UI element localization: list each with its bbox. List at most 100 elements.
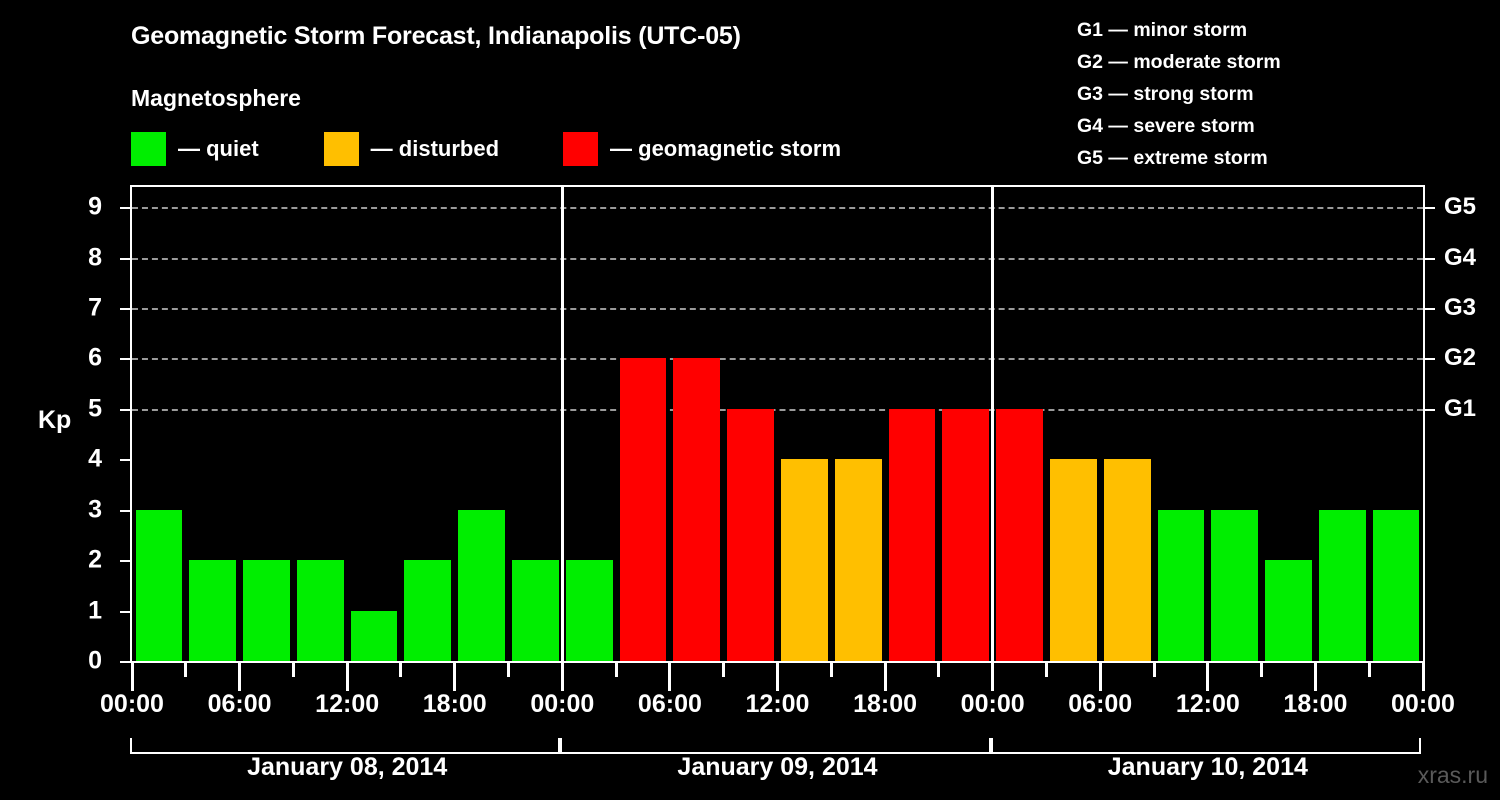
x-tick-label-11: 18:00 [1283, 690, 1348, 718]
quiet-swatch-icon [131, 132, 166, 166]
y-tick-label-3: 3 [88, 495, 102, 524]
g-tick-label-G5: G5 [1444, 193, 1477, 221]
x-tick-9 [614, 663, 618, 677]
x-tick-label-1: 06:00 [207, 690, 272, 718]
x-tick-label-3: 18:00 [422, 690, 487, 718]
x-tick-2 [238, 663, 242, 691]
x-tick-16 [991, 663, 995, 691]
x-tick-23 [1367, 663, 1371, 677]
bar-11 [727, 408, 774, 661]
gridline-kp-9 [132, 207, 1423, 210]
color-legend: — quiet — disturbed — geomagnetic storm [131, 131, 841, 167]
legend-item-storm: — geomagnetic storm [563, 132, 841, 166]
gridline-kp-5 [132, 408, 1423, 411]
x-tick-21 [1260, 663, 1264, 677]
bar-9 [619, 358, 667, 661]
bar-22 [1318, 509, 1366, 661]
bar-14 [888, 408, 936, 661]
date-rule-0 [130, 738, 561, 754]
bar-7 [512, 560, 559, 661]
y-axis-ticks: 0 1 2 3 4 5 6 7 8 9 [0, 0, 120, 800]
date-label-0: January 08, 2014 [247, 753, 448, 781]
g-tick-label-G1: G1 [1444, 394, 1477, 422]
y-tick-label-7: 7 [88, 293, 102, 322]
x-tick-22 [1313, 663, 1317, 691]
g-scale-row-g3: G3 — strong storm [1077, 83, 1254, 105]
x-tick-label-5: 06:00 [637, 690, 702, 718]
gridline-kp-8 [132, 257, 1423, 260]
x-tick-12 [776, 663, 779, 691]
bar-3 [296, 560, 344, 661]
bar-13 [834, 459, 882, 661]
g-axis-ticks: G1 G2 G3 G4 G5 [1444, 0, 1500, 800]
x-tick-13 [829, 663, 833, 677]
y-tick-label-8: 8 [88, 243, 102, 272]
y-tick-label-2: 2 [88, 545, 102, 574]
x-tick-label-4: 00:00 [530, 690, 595, 718]
g-scale-row-g5: G5 — extreme storm [1077, 147, 1268, 169]
magnetosphere-label: Magnetosphere [131, 85, 301, 111]
y-tick-label-4: 4 [88, 444, 102, 473]
x-tick-11 [722, 663, 726, 677]
y-tick-label-0: 0 [88, 646, 102, 675]
g-tick-label-G3: G3 [1444, 294, 1477, 322]
bar-19 [1157, 509, 1205, 661]
y-tick-label-9: 9 [88, 192, 102, 221]
x-tick-label-9: 06:00 [1068, 690, 1133, 718]
g-tick-label-G4: G4 [1444, 243, 1477, 271]
bar-15 [942, 408, 990, 661]
legend-label-storm: — geomagnetic storm [610, 136, 842, 161]
bar-5 [404, 560, 452, 661]
y-axis-title: Kp [38, 406, 72, 434]
x-axis-tickmarks [0, 663, 1500, 693]
watermark: xras.ru [1417, 762, 1488, 788]
page-title: Geomagnetic Storm Forecast, Indianapolis… [131, 22, 741, 50]
g-scale-row-g2: G2 — moderate storm [1077, 51, 1281, 73]
bar-18 [1103, 459, 1151, 661]
g-scale-row-g1: G1 — minor storm [1077, 19, 1248, 41]
bar-20 [1211, 509, 1259, 661]
x-tick-0 [130, 663, 134, 691]
bar-6 [458, 509, 506, 661]
g-tick-label-G2: G2 [1444, 344, 1477, 372]
bar-12 [781, 459, 828, 661]
y-tick-label-1: 1 [88, 596, 102, 625]
x-tick-1 [184, 663, 188, 677]
x-tick-label-8: 00:00 [960, 690, 1025, 718]
g-scale-legend: G1 — minor storm G2 — moderate storm G3 … [1077, 14, 1281, 174]
g-scale-row-g4: G4 — severe storm [1077, 115, 1255, 137]
x-tick-15 [937, 663, 941, 677]
x-tick-label-6: 12:00 [745, 690, 810, 718]
bar-4 [350, 610, 398, 661]
bar-16 [996, 408, 1043, 661]
legend-label-disturbed: — disturbed [370, 136, 500, 161]
date-label-1: January 09, 2014 [677, 753, 878, 781]
bar-23 [1372, 509, 1420, 661]
x-tick-4 [345, 663, 349, 691]
bar-series [132, 187, 1423, 661]
y-tick-label-6: 6 [88, 343, 102, 372]
x-tick-label-2: 12:00 [315, 690, 380, 718]
x-tick-17 [1044, 663, 1048, 677]
x-tick-18 [1098, 663, 1102, 691]
date-rule-2 [990, 738, 1421, 754]
bar-2 [243, 560, 290, 661]
storm-swatch-icon [563, 132, 599, 166]
x-tick-3 [291, 663, 295, 677]
date-label-2: January 10, 2014 [1107, 753, 1308, 781]
x-tick-label-10: 12:00 [1175, 690, 1240, 718]
day-separator-1 [560, 187, 564, 661]
x-tick-label-12: 00:00 [1391, 690, 1455, 718]
x-tick-19 [1152, 663, 1156, 677]
bar-8 [565, 560, 613, 661]
legend-label-quiet: — quiet [178, 136, 259, 161]
date-rule-1 [560, 738, 991, 754]
bar-10 [673, 358, 721, 661]
bar-17 [1049, 459, 1097, 661]
y-tick-label-5: 5 [88, 394, 102, 423]
legend-item-quiet: — quiet [131, 132, 259, 166]
x-tick-label-7: 18:00 [853, 690, 918, 718]
bar-1 [189, 560, 237, 661]
